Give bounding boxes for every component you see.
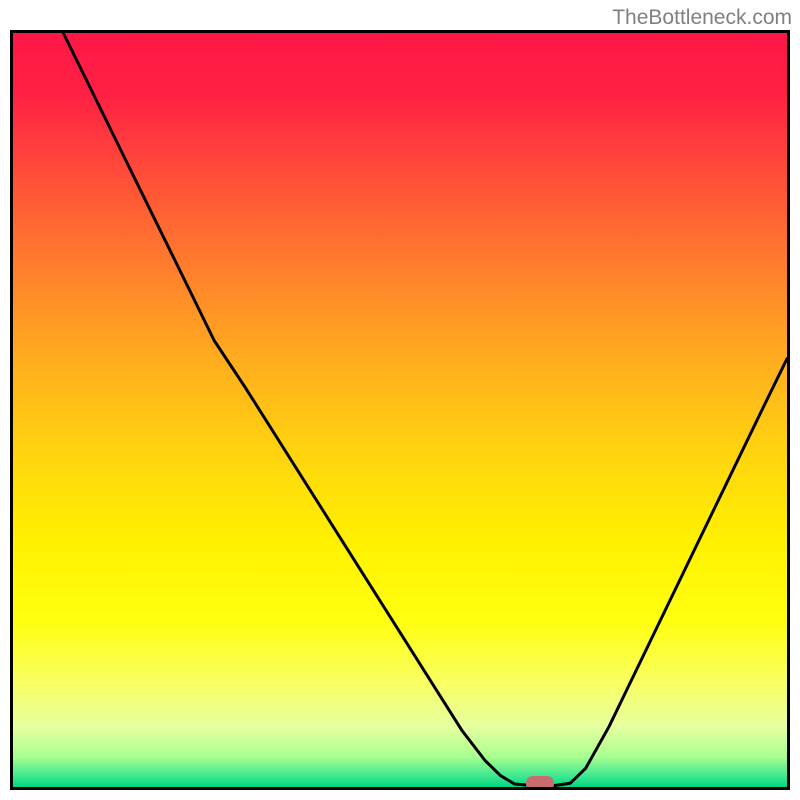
optimal-point-marker (526, 776, 554, 790)
bottleneck-chart (10, 30, 790, 790)
watermark-text: TheBottleneck.com (612, 6, 792, 30)
bottleneck-curve (13, 33, 787, 787)
